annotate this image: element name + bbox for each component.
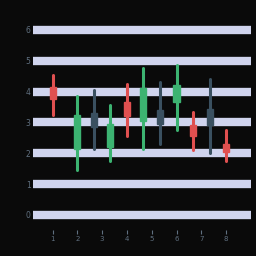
Bar: [74, 115, 80, 149]
Bar: [190, 125, 196, 136]
Bar: [207, 109, 212, 125]
Bar: [124, 102, 130, 116]
Bar: [107, 124, 113, 147]
Bar: [157, 110, 163, 124]
Bar: [49, 87, 56, 99]
Bar: [174, 85, 179, 102]
Bar: [141, 88, 146, 121]
Bar: [223, 144, 229, 152]
Bar: [91, 113, 97, 127]
